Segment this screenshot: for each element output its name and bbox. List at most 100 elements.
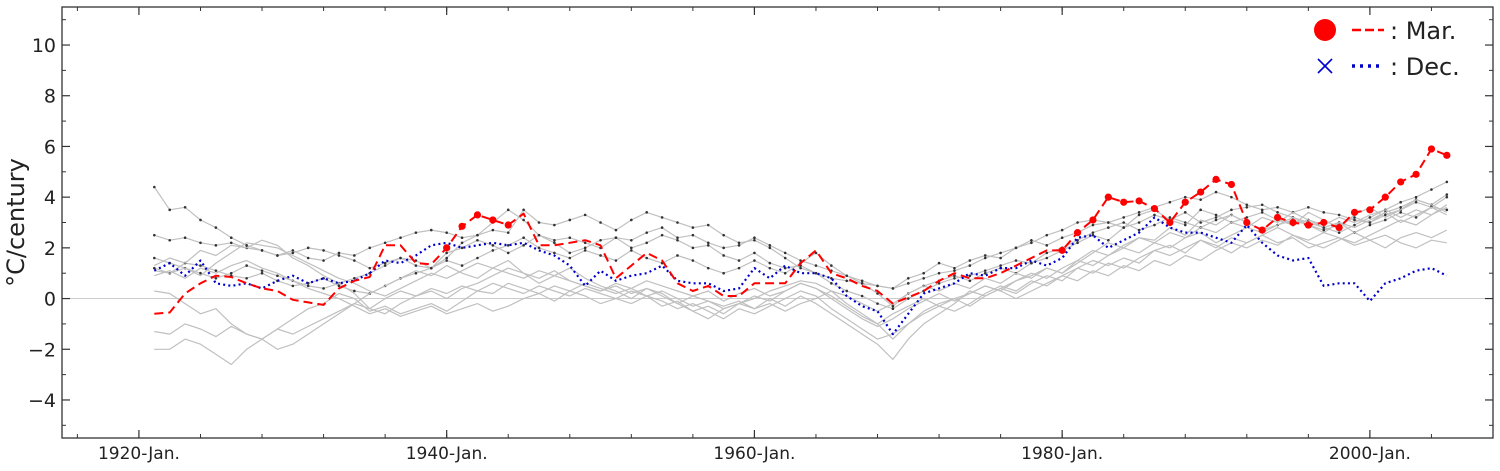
data-point-feb [168, 238, 172, 242]
data-point-feb [353, 259, 356, 262]
data-point-may [153, 266, 156, 270]
data-point-jan [645, 211, 649, 214]
data-point-mar [473, 211, 482, 219]
data-point-feb [660, 226, 664, 229]
data-point-jan [676, 221, 679, 224]
data-point-apr [1122, 221, 1126, 224]
data-point-apr [983, 269, 987, 272]
data-point-jan [522, 208, 525, 212]
data-point-feb [1199, 221, 1202, 224]
legend-marker-mar [1314, 19, 1336, 41]
data-point-apr [383, 264, 387, 267]
data-point-jan [1245, 203, 1249, 207]
data-point-jan [291, 249, 295, 252]
data-point-jan [306, 256, 310, 260]
data-point-jan [1445, 195, 1449, 199]
data-point-may [891, 304, 895, 308]
data-point-apr [399, 256, 402, 260]
data-point-apr [553, 241, 556, 245]
data-point-apr [322, 287, 325, 290]
data-point-may [983, 271, 987, 275]
legend-item-dec: : Dec. [1317, 53, 1460, 81]
data-point-may [630, 249, 633, 252]
data-point-feb [476, 233, 479, 237]
data-point-apr [153, 256, 156, 260]
data-point-jan [1353, 218, 1356, 222]
data-point-may [491, 249, 495, 252]
data-point-apr [1045, 251, 1049, 255]
data-point-jan [1076, 221, 1079, 224]
data-point-apr [1353, 216, 1356, 219]
data-point-apr [706, 244, 710, 247]
data-point-may [830, 264, 833, 267]
data-point-jan [460, 236, 464, 240]
data-point-jan [1414, 200, 1418, 204]
data-point-may [783, 271, 787, 275]
data-point-jan [783, 256, 787, 260]
data-point-feb [1430, 188, 1433, 191]
data-point-mar [1150, 204, 1159, 213]
data-point-mar [1258, 226, 1266, 234]
data-point-jan [845, 279, 849, 283]
data-point-apr [630, 246, 633, 250]
data-point-apr [1368, 221, 1372, 224]
data-point-mar [1366, 206, 1374, 214]
data-point-feb [1414, 195, 1418, 199]
data-point-apr [906, 297, 910, 300]
data-point-jan [383, 241, 387, 245]
data-point-jan [614, 228, 618, 232]
data-point-jan [983, 256, 987, 260]
data-point-may [1399, 211, 1402, 214]
data-point-jan [445, 231, 448, 234]
data-point-feb [922, 271, 925, 275]
data-point-apr [768, 261, 772, 265]
data-point-apr [876, 302, 879, 305]
series-nov [154, 204, 1448, 312]
series-line-aug [154, 227, 1448, 366]
data-point-may [583, 249, 587, 252]
series-line-nov [154, 204, 1448, 312]
data-point-apr [968, 274, 972, 278]
data-point-jan [1060, 228, 1064, 232]
data-point-apr [1322, 228, 1326, 232]
data-point-feb [522, 218, 525, 222]
y-tick-label: −2 [28, 339, 56, 361]
data-point-apr [260, 269, 264, 272]
data-point-feb [1183, 211, 1187, 214]
data-point-jan [1168, 200, 1172, 204]
data-point-apr [214, 276, 218, 280]
data-point-jan [1045, 233, 1049, 237]
data-point-feb [568, 236, 572, 240]
data-point-feb [753, 236, 756, 240]
data-point-may [429, 266, 433, 270]
data-point-may [1199, 208, 1202, 212]
data-point-mar [1227, 180, 1236, 189]
data-point-jan [691, 226, 695, 229]
data-point-jan [429, 228, 433, 232]
data-point-jan [199, 218, 202, 222]
data-point-feb [553, 238, 556, 242]
data-point-feb [691, 233, 695, 237]
data-point-jan [368, 246, 372, 250]
data-point-feb [1353, 223, 1356, 227]
data-point-apr [860, 294, 864, 298]
data-point-feb [445, 256, 448, 260]
data-point-jan [953, 269, 956, 272]
data-point-jan [1214, 190, 1218, 194]
data-point-feb [306, 246, 310, 250]
data-point-jan [968, 264, 972, 267]
data-point-jan [353, 254, 356, 257]
y-tick-label: 10 [32, 35, 56, 57]
data-point-mar [1166, 218, 1174, 227]
data-point-may [876, 292, 879, 295]
data-point-jan [753, 238, 756, 242]
data-point-apr [891, 307, 895, 311]
data-point-mar [1212, 175, 1220, 183]
data-point-may [737, 266, 741, 270]
data-point-mar [1427, 145, 1436, 153]
data-point-apr [676, 238, 679, 242]
data-point-jan [722, 233, 725, 237]
data-point-may [553, 251, 556, 255]
